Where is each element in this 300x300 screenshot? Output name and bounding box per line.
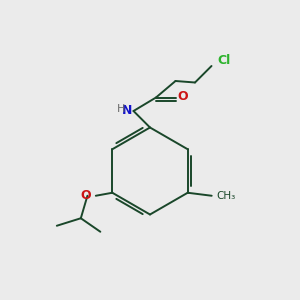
Text: CH₃: CH₃ bbox=[216, 191, 236, 201]
Text: Cl: Cl bbox=[218, 54, 231, 67]
Text: O: O bbox=[178, 90, 188, 104]
Text: H: H bbox=[117, 103, 125, 114]
Text: N: N bbox=[122, 104, 132, 117]
Text: O: O bbox=[81, 189, 91, 202]
